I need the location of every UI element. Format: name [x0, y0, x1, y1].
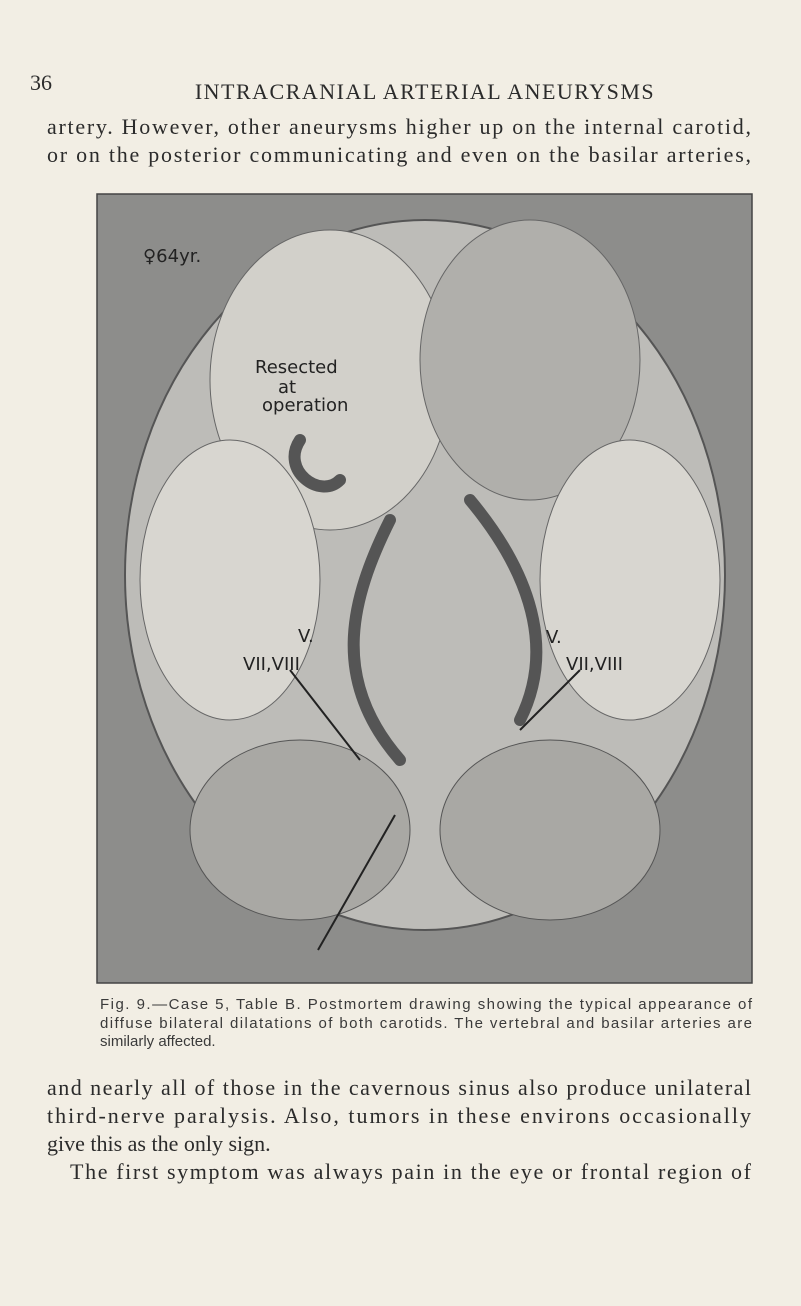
figure-label: VII,VIII: [243, 654, 300, 675]
pointer: [289, 669, 581, 951]
figure-label: V.: [298, 626, 314, 647]
figure-label: V.: [546, 627, 562, 648]
body-line: The first symptom was always pain in the…: [70, 1159, 752, 1184]
figure-label: operation: [262, 395, 348, 416]
temporal-lobe: [139, 439, 321, 721]
artery: [288, 434, 543, 766]
figure-label: ♀64yr.: [143, 246, 201, 267]
figure-label: Resected: [255, 357, 338, 378]
caption-line: similarly affected.: [100, 1033, 216, 1050]
body-line: third-nerve paralysis. Also, tumors in t…: [47, 1103, 751, 1128]
body-line: give this as the only sign.: [47, 1131, 271, 1156]
figure-label: at: [278, 377, 296, 398]
body-line: and nearly all of those in the cavernous…: [47, 1075, 751, 1100]
caption-line: diffuse bilateral dilatations of both ca…: [100, 1015, 752, 1032]
cerebellum: [439, 739, 661, 921]
temporal-lobe: [539, 439, 721, 721]
body-line: artery. However, other aneurysms higher …: [47, 114, 751, 139]
page-number: 36: [30, 70, 52, 95]
frontal-lobe: [419, 219, 641, 501]
figure: ♀64yr. Resected at operation V. V. VII,V…: [96, 193, 753, 984]
figure-label: VII,VIII: [566, 654, 623, 675]
running-title: INTRACRANIAL ARTERIAL ANEURYSMS: [195, 79, 655, 104]
cerebellum: [189, 739, 411, 921]
body-line: or on the posterior communicating and ev…: [47, 142, 751, 167]
caption-line: Fig. 9.—Case 5, Table B. Postmortem draw…: [100, 996, 753, 1013]
